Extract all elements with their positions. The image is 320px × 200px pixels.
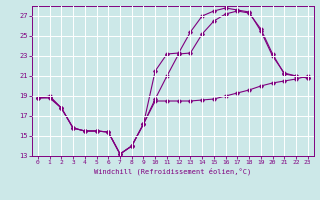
X-axis label: Windchill (Refroidissement éolien,°C): Windchill (Refroidissement éolien,°C) xyxy=(94,168,252,175)
